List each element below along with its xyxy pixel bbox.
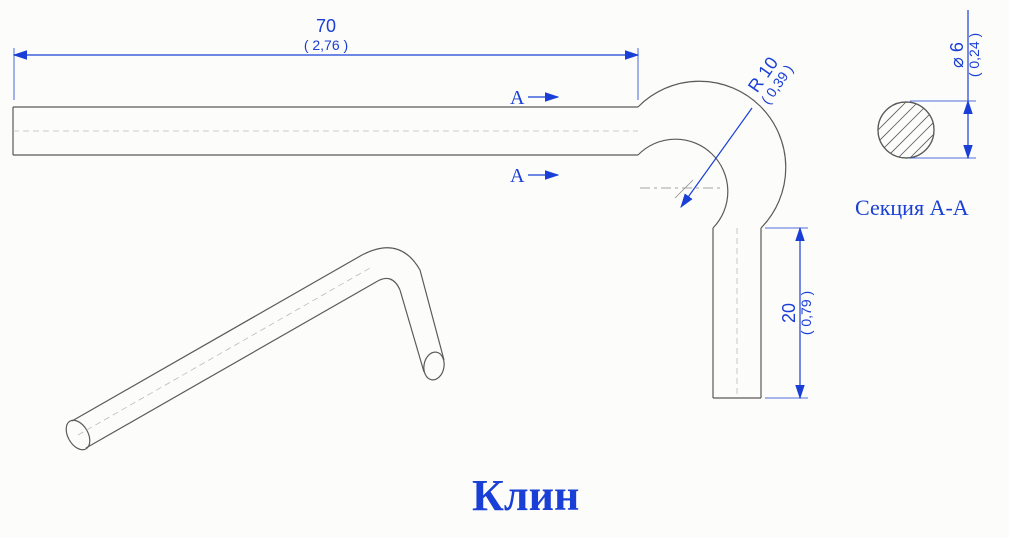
dim-20-secondary: ( 0,79 ) bbox=[798, 291, 814, 335]
dim-20-primary: 20 bbox=[779, 303, 799, 323]
dim-d6-primary: 6 bbox=[947, 42, 967, 52]
section-label: Секция A-A bbox=[855, 195, 969, 221]
dim-70-primary: 70 bbox=[316, 16, 336, 36]
iso-view bbox=[61, 248, 446, 454]
section-letter-upper: А bbox=[510, 87, 525, 109]
dim-diameter-6: ⌀ 6 ( 0,24 ) bbox=[910, 10, 982, 158]
drawing-title: Клин bbox=[472, 470, 579, 521]
dim-70-secondary: ( 2,76 ) bbox=[304, 37, 348, 53]
svg-text:⌀ 6: ⌀ 6 bbox=[947, 42, 967, 68]
dim-d6-prefix: ⌀ bbox=[947, 57, 967, 68]
section-aa-view bbox=[866, 70, 950, 178]
dim-radius-r10: R 10 ( 0,39 ) bbox=[681, 51, 796, 207]
section-cut-markers: А А bbox=[510, 87, 558, 187]
dim-height-20: 20 ( 0,79 ) bbox=[765, 228, 814, 398]
section-letter-lower: А bbox=[510, 165, 525, 187]
dim-d6-secondary: ( 0,24 ) bbox=[966, 33, 982, 77]
top-view bbox=[13, 81, 786, 398]
dim-length-70: 70 ( 2,76 ) bbox=[14, 16, 638, 100]
